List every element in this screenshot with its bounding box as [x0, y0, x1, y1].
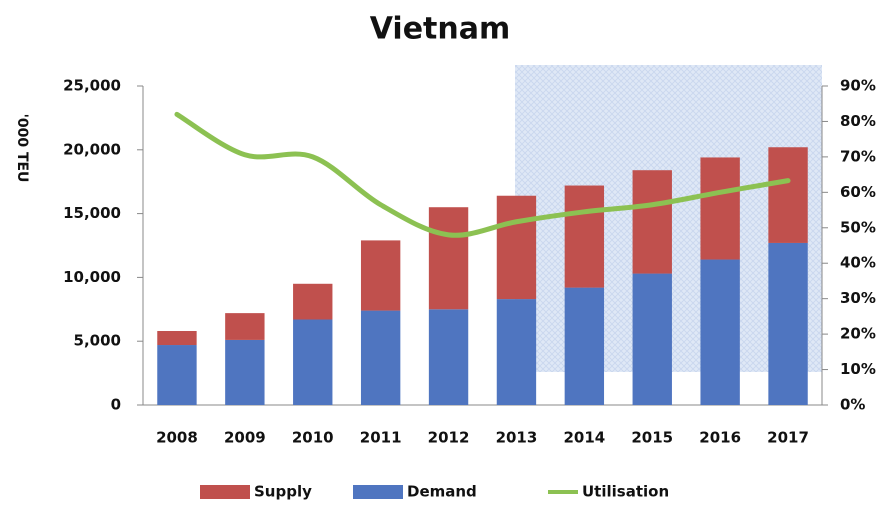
x-tick-label: 2013: [496, 429, 538, 447]
legend-swatch: [200, 485, 250, 499]
y2-tick-label: 0%: [840, 396, 865, 414]
bar: [428, 309, 469, 405]
x-tick-label: 2015: [631, 429, 673, 447]
bar: [496, 195, 537, 300]
y2-tick-label: 10%: [840, 360, 876, 378]
bar: [496, 299, 537, 405]
y2-tick-label: 30%: [840, 289, 876, 307]
bar: [157, 345, 197, 405]
x-tick-label: 2008: [156, 429, 198, 447]
bar: [293, 283, 333, 320]
bar: [700, 157, 740, 260]
legend-label: Demand: [407, 483, 477, 501]
y-axis-label: '000 TEU: [14, 114, 30, 183]
line: [174, 111, 791, 238]
y2-tick-label: 80%: [840, 112, 876, 130]
bar: [293, 319, 333, 405]
y2-tick-label: 90%: [840, 77, 876, 95]
x-tick-label: 2009: [224, 429, 266, 447]
bar: [225, 339, 265, 405]
y2-tick-label: 60%: [840, 183, 876, 201]
bar: [768, 242, 808, 405]
y2-tick-label: 40%: [840, 254, 876, 272]
legend-swatch: [353, 485, 403, 499]
bar: [564, 287, 605, 405]
bar: [768, 147, 808, 243]
x-tick-label: 2012: [428, 429, 470, 447]
x-tick-label: 2017: [767, 429, 809, 447]
y-tick-label: 5,000: [74, 332, 121, 350]
y-tick-label: 25,000: [63, 77, 121, 95]
y-tick-label: 15,000: [63, 204, 121, 222]
y-tick-label: 20,000: [63, 140, 121, 158]
x-tick-label: 2014: [563, 429, 605, 447]
bar: [157, 330, 197, 346]
legend-label: Utilisation: [582, 483, 669, 501]
x-tick-label: 2016: [699, 429, 741, 447]
y-tick-label: 0: [111, 396, 121, 414]
bar: [428, 207, 469, 310]
x-tick-label: 2011: [360, 429, 402, 447]
bar: [225, 313, 265, 340]
chart-title: Vietnam: [370, 12, 511, 47]
legend-label: Supply: [254, 483, 312, 501]
y2-tick-label: 20%: [840, 325, 876, 343]
bar: [632, 273, 672, 405]
y2-tick-label: 70%: [840, 147, 876, 165]
bar: [360, 310, 401, 405]
y2-tick-label: 50%: [840, 218, 876, 236]
bar: [564, 185, 605, 288]
bar: [700, 259, 740, 405]
x-tick-label: 2010: [292, 429, 334, 447]
bar: [632, 170, 672, 274]
bar: [360, 240, 401, 311]
y-tick-label: 10,000: [63, 268, 121, 286]
